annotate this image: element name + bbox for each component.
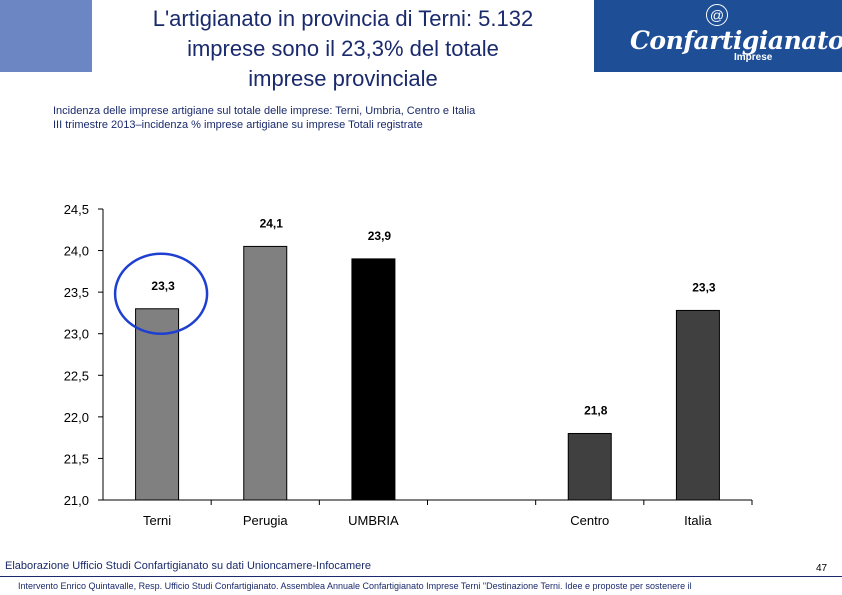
logo-wordmark: Confartigianato [630,26,842,55]
title-line: imprese provinciale [248,66,438,91]
category-label: UMBRIA [348,513,399,528]
y-tick-label: 24,5 [64,202,89,217]
header-accent-bar [0,0,92,72]
category-label: Italia [684,513,712,528]
data-label: 23,9 [368,229,392,243]
y-tick-label: 24,0 [64,244,89,259]
data-label: 23,3 [151,279,175,293]
footer-divider [0,576,842,577]
highlight-circle [113,252,209,336]
logo-subtext: Imprese [734,52,773,63]
bar [567,432,612,501]
at-sign-icon: @ [706,4,728,26]
data-label: 24,1 [260,216,284,230]
bar [351,258,396,501]
y-tick-label: 23,0 [64,327,89,342]
subtitle-line: III trimestre 2013–incidenza % imprese a… [53,119,423,131]
title-line: L'artigianato in provincia di Terni: 5.1… [152,6,534,31]
category-label: Centro [570,513,609,528]
bar-chart: 21,0 21,5 22,0 22,5 23,0 23,5 24,0 24,5 Terni 23,… [64,202,753,528]
bar [135,308,180,501]
confartigianato-logo: @ Confartigianato Imprese [594,0,842,72]
y-tick-label: 22,5 [64,368,89,383]
y-tick-label: 23,5 [64,285,89,300]
subtitle-line: Incidenza delle imprese artigiane sul to… [53,105,476,117]
page-title: L'artigianato in provincia di Terni: 5.1… [92,4,594,94]
y-tick-label: 21,0 [64,493,89,508]
source-note: Elaborazione Ufficio Studi Confartigiana… [5,560,372,572]
category-label: Perugia [243,513,289,528]
footer-note: Intervento Enrico Quintavalle, Resp. Uff… [18,581,692,591]
category-label: Terni [143,513,171,528]
title-line: imprese sono il 23,3% del totale [187,36,499,61]
page-number: 47 [816,563,828,574]
bar [243,245,288,501]
data-label: 23,3 [692,280,716,294]
chart-subtitle: Incidenza delle imprese artigiane sul to… [53,104,475,132]
data-label: 21,8 [584,403,608,417]
y-tick-label: 21,5 [64,451,89,466]
y-tick-label: 22,0 [64,410,89,425]
bar [675,309,720,501]
